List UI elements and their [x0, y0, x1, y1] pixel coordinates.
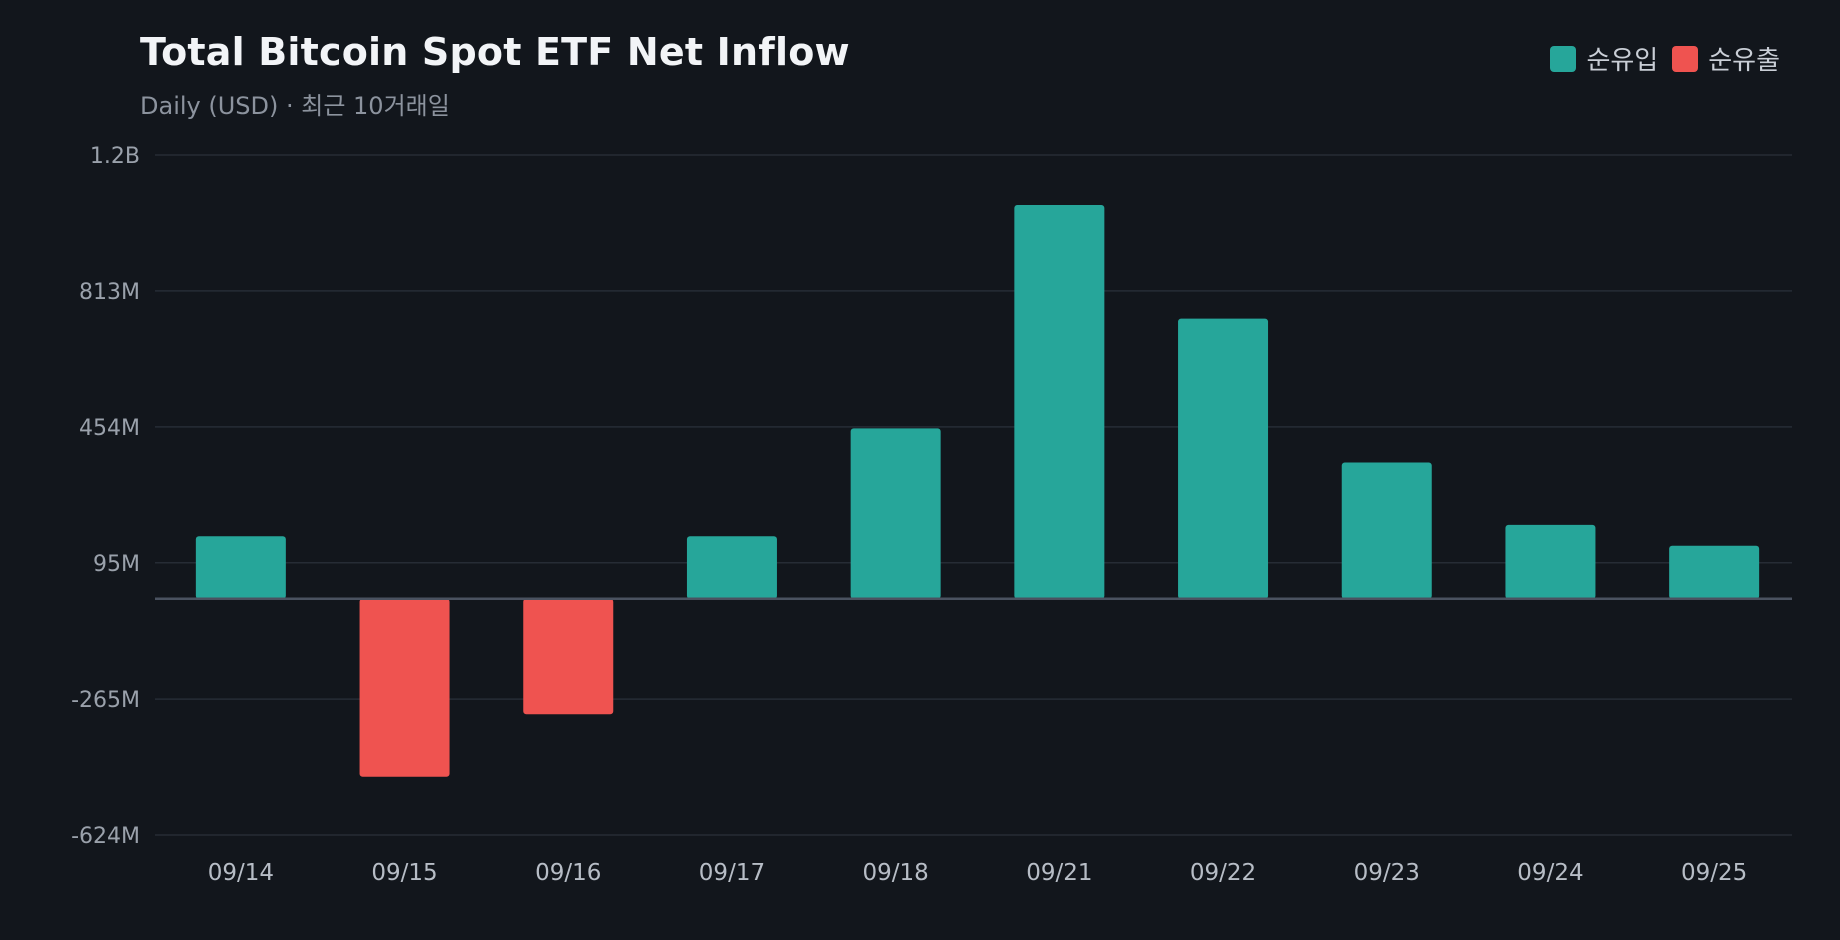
x-tick-label: 09/18 — [863, 860, 929, 886]
y-tick-label: -265M — [71, 688, 140, 713]
bar-outflow — [523, 598, 614, 715]
x-tick-label: 09/23 — [1354, 860, 1420, 886]
bar-inflow — [1505, 524, 1596, 599]
chart-title: Total Bitcoin Spot ETF Net Inflow — [140, 30, 850, 74]
legend-label-outflow: 순유출 — [1708, 46, 1780, 76]
x-tick-label: 09/21 — [1026, 860, 1092, 886]
x-tick-label: 09/25 — [1681, 860, 1747, 886]
legend-label-inflow: 순유입 — [1586, 46, 1659, 76]
bar-inflow — [1341, 462, 1432, 599]
y-tick-label: -624M — [71, 824, 140, 849]
chart-legend: 순유입 순유출 — [1550, 40, 1780, 77]
y-tick-label: 1.2B — [90, 144, 140, 169]
bar-inflow — [195, 536, 286, 599]
x-tick-label: 09/16 — [535, 860, 601, 886]
chart-subtitle: Daily (USD) · 최근 10거래일 — [140, 92, 450, 120]
bar-inflow — [850, 428, 941, 599]
bar-outflow — [359, 598, 450, 777]
x-tick-label: 09/22 — [1190, 860, 1256, 886]
legend-item-inflow[interactable]: 순유입 — [1550, 40, 1658, 77]
bar-inflow — [1178, 318, 1269, 599]
bar-inflow — [1669, 545, 1760, 599]
outflow-swatch — [1672, 45, 1699, 72]
y-tick-label: 95M — [93, 552, 140, 577]
bar-inflow — [1014, 204, 1105, 599]
legend-item-outflow[interactable]: 순유출 — [1672, 40, 1780, 77]
bar-inflow — [686, 536, 777, 599]
x-tick-label: 09/24 — [1517, 860, 1583, 886]
x-tick-label: 09/17 — [699, 860, 765, 886]
y-tick-label: 454M — [79, 416, 140, 441]
x-tick-label: 09/15 — [371, 860, 437, 886]
inflow-swatch — [1550, 45, 1577, 72]
y-tick-label: 813M — [79, 280, 140, 305]
x-tick-label: 09/14 — [208, 860, 274, 886]
